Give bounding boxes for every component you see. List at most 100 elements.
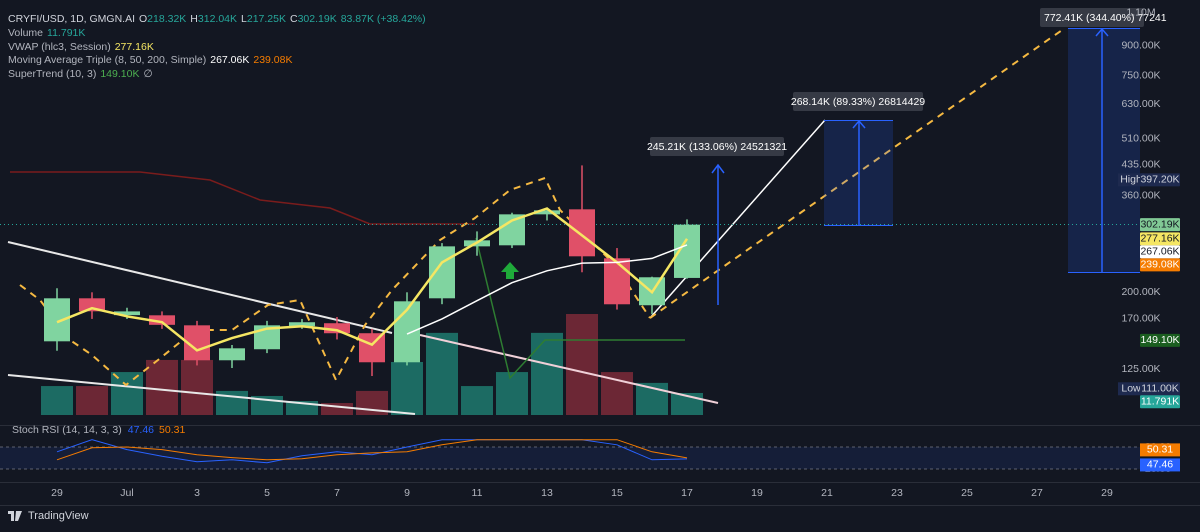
- price-badge-label: 111.00K: [1141, 383, 1179, 395]
- ohlc-key: L: [241, 13, 247, 25]
- projection-path: [649, 27, 1066, 319]
- legend-row: Moving Average Triple (8, 50, 200, Simpl…: [8, 54, 430, 68]
- x-tick-label: 9: [404, 487, 410, 499]
- supertrend-line: [475, 237, 685, 380]
- price-badge: [1140, 258, 1180, 272]
- stoch-line: [56, 439, 688, 461]
- price-badge-label: 397.20K: [1140, 174, 1179, 186]
- y-tick-label: 200.00K: [1121, 286, 1160, 298]
- volume-bar: [181, 359, 213, 415]
- y-tick-label: 900.00K: [1121, 40, 1160, 52]
- y-tick-label: 360.00K: [1121, 190, 1160, 202]
- price-badge: [1140, 395, 1180, 409]
- volume-bar: [601, 372, 633, 415]
- stoch-badge-label: 50.31: [1147, 444, 1173, 456]
- ohlc-value: 312.04K: [197, 13, 238, 25]
- price-badge: [1140, 333, 1180, 347]
- indicator-value: 11.791K: [47, 26, 86, 39]
- indicator-name: SuperTrend (10, 3): [8, 68, 97, 81]
- price-badge: [1140, 218, 1180, 232]
- y-tick-label: 125.00K: [1121, 363, 1160, 375]
- x-tick-label: Jul: [120, 487, 133, 499]
- price-badge: [1140, 232, 1180, 246]
- x-tick-label: 13: [541, 487, 553, 499]
- zigzag-path: [19, 176, 651, 387]
- legend-row: Volume 11.791K: [8, 27, 430, 41]
- volume-bar: [111, 372, 143, 415]
- ma-slow-line: [10, 171, 475, 225]
- x-tick-label: 7: [334, 487, 340, 499]
- y-tick-label: 170.00K: [1121, 313, 1160, 325]
- candle-body: [79, 298, 105, 312]
- measure-box: [1068, 28, 1140, 272]
- measure-label: 245.21K (133.06%) 24521321: [647, 141, 787, 153]
- y-tick-label: 435.00K: [1121, 159, 1160, 171]
- indicator-name: Volume: [8, 26, 44, 39]
- ohlc-key: O: [139, 13, 148, 25]
- badge-tag-box: [1118, 382, 1144, 396]
- volume-bar: [566, 314, 598, 415]
- candle-body: [149, 315, 175, 325]
- ohlc-value: 217.25K: [246, 13, 286, 25]
- trend-line: [7, 241, 393, 334]
- x-tick-label: 23: [891, 487, 903, 499]
- ohlc-item: L217.25K: [241, 13, 286, 25]
- legend-row: VWAP (hlc3, Session) 277.16K: [8, 41, 430, 55]
- x-tick-label: 3: [194, 487, 200, 499]
- indicator-value: 149.10K: [100, 68, 140, 81]
- volume-bar: [391, 361, 423, 415]
- stoch-pane: 80.0020.00Stoch RSI (14, 14, 3, 3)47.465…: [0, 424, 1180, 475]
- price-badge-label: 277.16K: [1140, 233, 1179, 245]
- overlay-layer: [56, 207, 689, 352]
- indicator-value: 277.16K: [114, 40, 154, 53]
- buy-signal: [501, 262, 519, 279]
- drawings: [0, 27, 1140, 415]
- candle-layer: [44, 165, 700, 377]
- measure-label: 772.41K (344.40%) 77241: [1044, 12, 1167, 24]
- overlay-line: [406, 244, 688, 335]
- candle-body: [604, 258, 630, 305]
- stoch-badge: [1140, 443, 1180, 457]
- candle-body: [429, 246, 455, 299]
- x-tick-label: 27: [1031, 487, 1043, 499]
- trend-line: [419, 334, 719, 404]
- brand: TradingView: [28, 510, 89, 522]
- indicator-name: Moving Average Triple (8, 50, 200, Simpl…: [8, 54, 207, 67]
- x-tick-label: 25: [961, 487, 973, 499]
- overlay-line: [56, 207, 689, 352]
- stoch-legend-value: 47.46: [128, 424, 154, 436]
- x-tick-label: 21: [821, 487, 833, 499]
- badge-tag: Low: [1121, 383, 1141, 395]
- y-tick-label: 630.00K: [1121, 98, 1160, 110]
- candle-body: [289, 322, 315, 327]
- ohlc-key: H: [190, 13, 198, 25]
- price-badge-label: 302.19K: [1140, 218, 1179, 230]
- logo: [8, 511, 22, 521]
- candle-body: [359, 333, 385, 363]
- price-badge-label: 267.06K: [1140, 246, 1179, 258]
- x-tick-label: 17: [681, 487, 693, 499]
- badge-tag: High: [1120, 174, 1142, 186]
- ohlc-value: 302.19K: [297, 13, 337, 25]
- arrow-head: [711, 163, 725, 174]
- stoch-band: [0, 447, 1140, 469]
- volume-bar: [321, 403, 353, 415]
- badge-tag-box: [1118, 173, 1144, 187]
- stoch-title: Stoch RSI (14, 14, 3, 3): [12, 424, 122, 436]
- x-tick-label: 29: [1101, 487, 1113, 499]
- symbol: CRYFI/USD, 1D, GMGN.AI: [8, 13, 135, 25]
- ohlc-item: O218.32K: [139, 13, 186, 25]
- candle-body: [534, 210, 560, 215]
- legend-row: SuperTrend (10, 3) 149.10K ∅: [8, 68, 430, 82]
- candle-body: [499, 214, 525, 246]
- y-tick-label: 750.00K: [1121, 69, 1160, 81]
- volume-bar: [531, 332, 563, 415]
- indicator-value: 239.08K: [253, 54, 293, 67]
- price-badge-label: 149.10K: [1140, 334, 1179, 346]
- change: 83.87K (+38.42%): [340, 13, 426, 25]
- y-tick-label: 1.10M: [1126, 7, 1155, 19]
- candle-body: [114, 311, 140, 316]
- stoch-lines: [56, 439, 688, 464]
- indicator-name: VWAP (hlc3, Session): [8, 40, 111, 53]
- ohlc-value: 218.32K: [147, 13, 187, 25]
